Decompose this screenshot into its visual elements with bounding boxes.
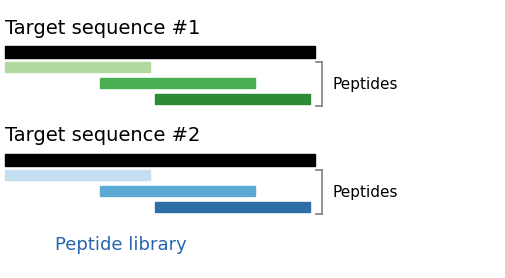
Text: Target sequence #2: Target sequence #2 [5,126,200,145]
Bar [5,46,315,58]
Bar [100,186,255,196]
Bar [5,62,150,72]
Bar [155,94,310,104]
Text: Peptides: Peptides [332,76,397,91]
Text: Target sequence #1: Target sequence #1 [5,19,200,38]
Text: Peptides: Peptides [332,185,397,200]
Bar [155,202,310,212]
Bar [5,154,315,166]
Bar [100,78,255,88]
Text: Peptide library: Peptide library [55,236,187,254]
Bar [5,170,150,180]
